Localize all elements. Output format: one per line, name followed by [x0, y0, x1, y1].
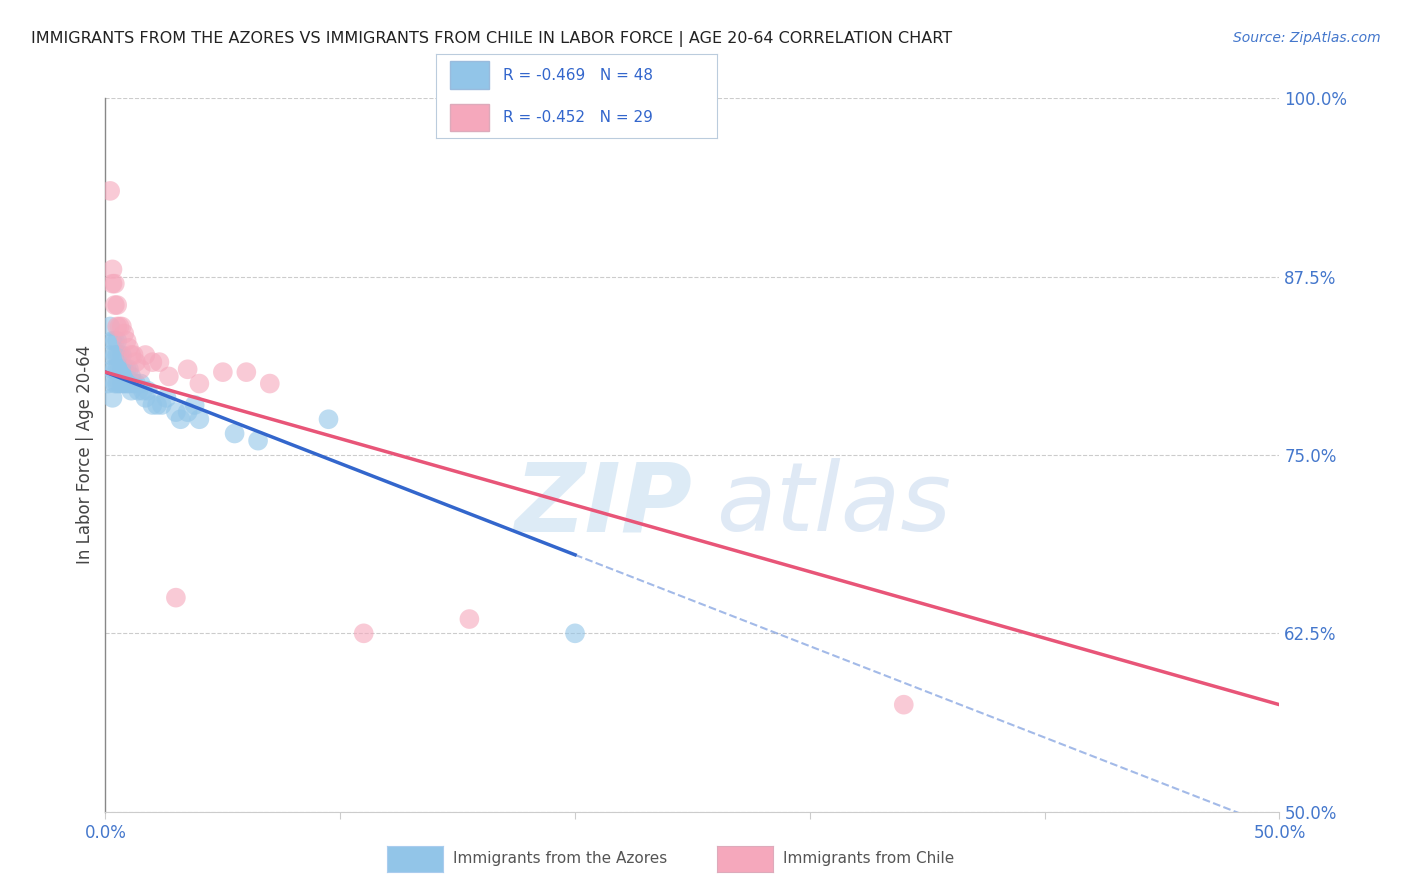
Point	[112, 376, 135, 391]
Point	[115, 362, 138, 376]
Point	[183, 398, 205, 412]
Point	[148, 355, 170, 369]
Point	[188, 412, 211, 426]
Point	[118, 341, 141, 355]
Text: Source: ZipAtlas.com: Source: ZipAtlas.com	[1233, 31, 1381, 45]
Point	[157, 369, 180, 384]
Point	[353, 626, 375, 640]
Point	[105, 319, 128, 334]
Point	[105, 348, 128, 362]
Point	[105, 298, 128, 312]
Point	[108, 319, 131, 334]
Point	[104, 376, 127, 391]
Point	[564, 626, 586, 640]
Point	[112, 326, 135, 341]
Bar	[450, 62, 489, 89]
Point	[259, 376, 281, 391]
Point	[97, 376, 120, 391]
Point	[104, 334, 127, 348]
Point	[211, 365, 233, 379]
Point	[235, 365, 257, 379]
Point	[108, 362, 131, 376]
Point	[108, 348, 131, 362]
Y-axis label: In Labor Force | Age 20-64: In Labor Force | Age 20-64	[76, 345, 94, 565]
Point	[176, 405, 198, 419]
Point	[120, 348, 142, 362]
Point	[101, 262, 124, 277]
Point	[115, 376, 138, 391]
Point	[176, 362, 198, 376]
Point	[129, 362, 152, 376]
Point	[165, 591, 187, 605]
Point	[165, 405, 187, 419]
Text: R = -0.452   N = 29: R = -0.452 N = 29	[503, 110, 654, 125]
Point	[122, 348, 145, 362]
Point	[155, 391, 177, 405]
Point	[224, 426, 246, 441]
Point	[98, 184, 121, 198]
Point	[105, 376, 128, 391]
Point	[127, 384, 149, 398]
Text: ZIP: ZIP	[515, 458, 692, 551]
Point	[188, 376, 211, 391]
Point	[104, 298, 127, 312]
Point	[134, 391, 156, 405]
Text: R = -0.469   N = 48: R = -0.469 N = 48	[503, 68, 654, 83]
Point	[120, 384, 142, 398]
Point	[118, 376, 141, 391]
Text: Immigrants from the Azores: Immigrants from the Azores	[453, 852, 666, 866]
Point	[111, 348, 134, 362]
Text: IMMIGRANTS FROM THE AZORES VS IMMIGRANTS FROM CHILE IN LABOR FORCE | AGE 20-64 C: IMMIGRANTS FROM THE AZORES VS IMMIGRANTS…	[31, 31, 952, 47]
Bar	[450, 103, 489, 131]
Point	[146, 398, 169, 412]
Point	[122, 376, 145, 391]
Point	[118, 362, 141, 376]
Point	[136, 384, 159, 398]
Point	[132, 384, 155, 398]
Point	[104, 348, 127, 362]
Point	[108, 376, 131, 391]
Point	[125, 355, 148, 369]
Point	[125, 376, 148, 391]
Point	[115, 334, 138, 348]
Text: Immigrants from Chile: Immigrants from Chile	[783, 852, 955, 866]
Point	[141, 355, 163, 369]
Point	[111, 319, 134, 334]
Point	[101, 391, 124, 405]
Point	[105, 334, 128, 348]
Point	[120, 369, 142, 384]
Point	[104, 362, 127, 376]
Point	[150, 398, 173, 412]
Point	[101, 277, 124, 291]
Point	[318, 412, 340, 426]
Point	[169, 412, 191, 426]
Point	[105, 362, 128, 376]
Point	[98, 319, 121, 334]
Point	[111, 376, 134, 391]
Point	[458, 612, 481, 626]
Point	[101, 362, 124, 376]
Point	[134, 348, 156, 362]
Point	[247, 434, 270, 448]
Point	[98, 348, 121, 362]
Text: atlas: atlas	[716, 458, 950, 551]
Point	[111, 362, 134, 376]
Point	[112, 362, 135, 376]
Point	[104, 277, 127, 291]
Point	[893, 698, 915, 712]
Point	[129, 376, 152, 391]
Point	[141, 398, 163, 412]
Point	[101, 334, 124, 348]
